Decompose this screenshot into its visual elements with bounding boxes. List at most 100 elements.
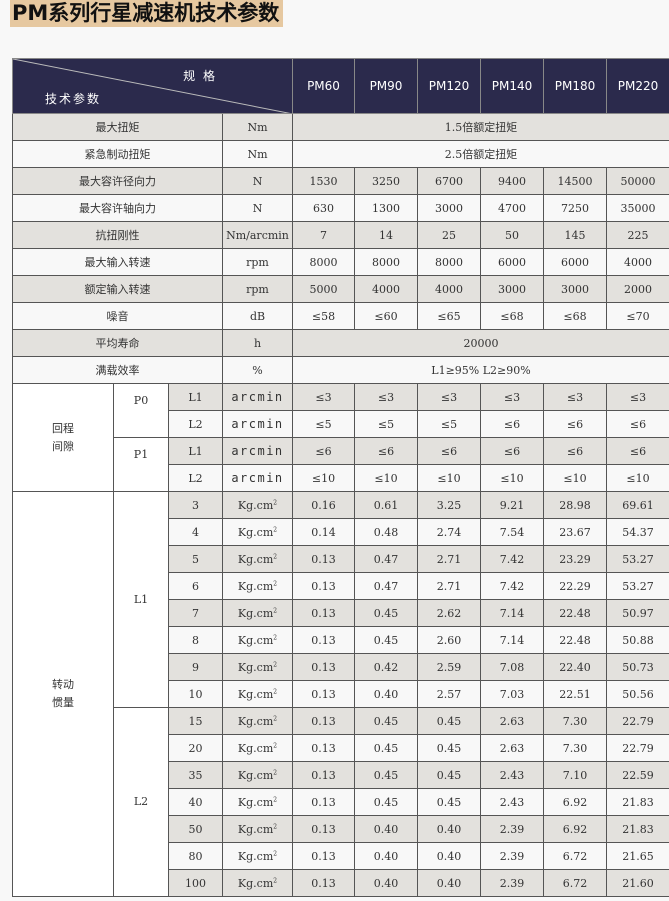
value-cell: ≤10	[543, 464, 607, 492]
value-cell: 7.30	[543, 734, 607, 762]
table-row: 10 Kg.cm2 0.13 0.40 2.57 7.03 22.51 50.56	[13, 680, 669, 708]
value-cell: 0.45	[417, 761, 481, 789]
value-cell: 22.59	[606, 761, 669, 789]
value-cell: 6.72	[543, 842, 607, 870]
value-cell: 4000	[417, 275, 481, 303]
value-cell: ≤65	[417, 302, 481, 330]
model-header: PM180	[543, 58, 607, 114]
unit-exponent: 2	[273, 795, 278, 803]
param-name: 噪音	[12, 302, 223, 330]
value-cell: 3000	[417, 194, 481, 222]
unit: Kg.cm2	[222, 869, 293, 897]
ratio: 15	[168, 707, 223, 735]
unit-exponent: 2	[273, 498, 278, 506]
page-title: PM系列行星减速机技术参数	[10, 0, 284, 27]
value-cell: 1300	[354, 194, 418, 222]
value-cell: ≤6	[480, 410, 544, 438]
merged-value: 1.5倍额定扭矩	[292, 113, 669, 141]
value-cell: 2.62	[417, 599, 481, 627]
merged-value: 2.5倍额定扭矩	[292, 140, 669, 168]
table-row: 平均寿命 h 20000	[12, 329, 669, 357]
unit-exponent: 2	[273, 660, 278, 668]
table-row: 40 Kg.cm2 0.13 0.45 0.45 2.43 6.92 21.83	[13, 788, 669, 816]
unit: Kg.cm2	[222, 734, 293, 762]
value-cell: ≤70	[606, 302, 669, 330]
backlash-label: 回程 间隙	[12, 383, 114, 492]
model-header: PM140	[480, 58, 544, 114]
unit: N	[222, 167, 293, 195]
value-cell: 21.60	[606, 869, 669, 897]
value-cell: 0.13	[292, 572, 355, 600]
value-cell: 14500	[543, 167, 607, 195]
value-cell: 22.79	[606, 734, 669, 762]
param-name: 额定输入转速	[12, 275, 223, 303]
unit: arcmin	[222, 383, 293, 411]
value-cell: 6000	[543, 248, 607, 276]
unit: Kg.cm2	[222, 572, 293, 600]
value-cell: 0.42	[354, 653, 418, 681]
value-cell: 22.40	[543, 653, 607, 681]
unit-text: Kg.cm	[237, 525, 274, 539]
value-cell: 2.59	[417, 653, 481, 681]
table-row: 8 Kg.cm2 0.13 0.45 2.60 7.14 22.48 50.88	[13, 626, 669, 654]
value-cell: 22.51	[543, 680, 607, 708]
value-cell: 6000	[480, 248, 544, 276]
table-row: 80 Kg.cm2 0.13 0.40 0.40 2.39 6.72 21.65	[13, 842, 669, 870]
value-cell: 0.40	[417, 869, 481, 897]
value-cell: 53.27	[606, 545, 669, 573]
value-cell: 2.57	[417, 680, 481, 708]
value-cell: ≤5	[292, 410, 355, 438]
group-label: L1	[113, 491, 169, 708]
value-cell: 145	[543, 221, 607, 249]
value-cell: 50	[480, 221, 544, 249]
value-cell: 0.13	[292, 626, 355, 654]
value-cell: 7250	[543, 194, 607, 222]
unit: Kg.cm2	[222, 761, 293, 789]
value-cell: ≤60	[354, 302, 418, 330]
value-cell: 3000	[480, 275, 544, 303]
value-cell: 0.13	[292, 788, 355, 816]
value-cell: 7.08	[480, 653, 544, 681]
table-row: P1 L1 arcmin ≤6 ≤6 ≤6 ≤6 ≤6 ≤6	[13, 437, 669, 492]
value-cell: 0.13	[292, 545, 355, 573]
value-cell: 0.45	[354, 788, 418, 816]
table-row: 20 Kg.cm2 0.13 0.45 0.45 2.63 7.30 22.79	[13, 734, 669, 762]
unit-exponent: 2	[273, 849, 278, 857]
value-cell: 6.72	[543, 869, 607, 897]
unit-exponent: 2	[273, 579, 278, 587]
value-cell: ≤6	[543, 410, 607, 438]
unit: Kg.cm2	[222, 815, 293, 843]
unit: rpm	[222, 248, 293, 276]
table-row: 最大容许轴向力 N 630 1300 3000 4700 7250 35000	[12, 194, 669, 222]
value-cell: 21.83	[606, 815, 669, 843]
value-cell: 53.27	[606, 572, 669, 600]
unit-exponent: 2	[273, 714, 278, 722]
unit: Kg.cm2	[222, 788, 293, 816]
unit: Kg.cm2	[222, 518, 293, 546]
unit: Kg.cm2	[222, 680, 293, 708]
value-cell: 0.13	[292, 815, 355, 843]
value-cell: 4000	[606, 248, 669, 276]
value-cell: 54.37	[606, 518, 669, 546]
value-cell: 21.65	[606, 842, 669, 870]
value-cell: 0.45	[354, 626, 418, 654]
value-cell: 225	[606, 221, 669, 249]
value-cell: 25	[417, 221, 481, 249]
value-cell: 2.39	[480, 815, 544, 843]
value-cell: ≤3	[292, 383, 355, 411]
table-row: L2 arcmin ≤10 ≤10 ≤10 ≤10 ≤10 ≤10	[13, 464, 669, 492]
param-name: 最大容许轴向力	[12, 194, 223, 222]
value-cell: 8000	[292, 248, 355, 276]
value-cell: 630	[292, 194, 355, 222]
value-cell: 23.29	[543, 545, 607, 573]
value-cell: ≤6	[417, 437, 481, 465]
unit-exponent: 2	[273, 633, 278, 641]
value-cell: 0.47	[354, 545, 418, 573]
value-cell: 2.71	[417, 545, 481, 573]
value-cell: ≤58	[292, 302, 355, 330]
unit-exponent: 2	[273, 687, 278, 695]
value-cell: 4700	[480, 194, 544, 222]
value-cell: 0.13	[292, 734, 355, 762]
value-cell: ≤10	[417, 464, 481, 492]
unit: Nm	[222, 113, 293, 141]
